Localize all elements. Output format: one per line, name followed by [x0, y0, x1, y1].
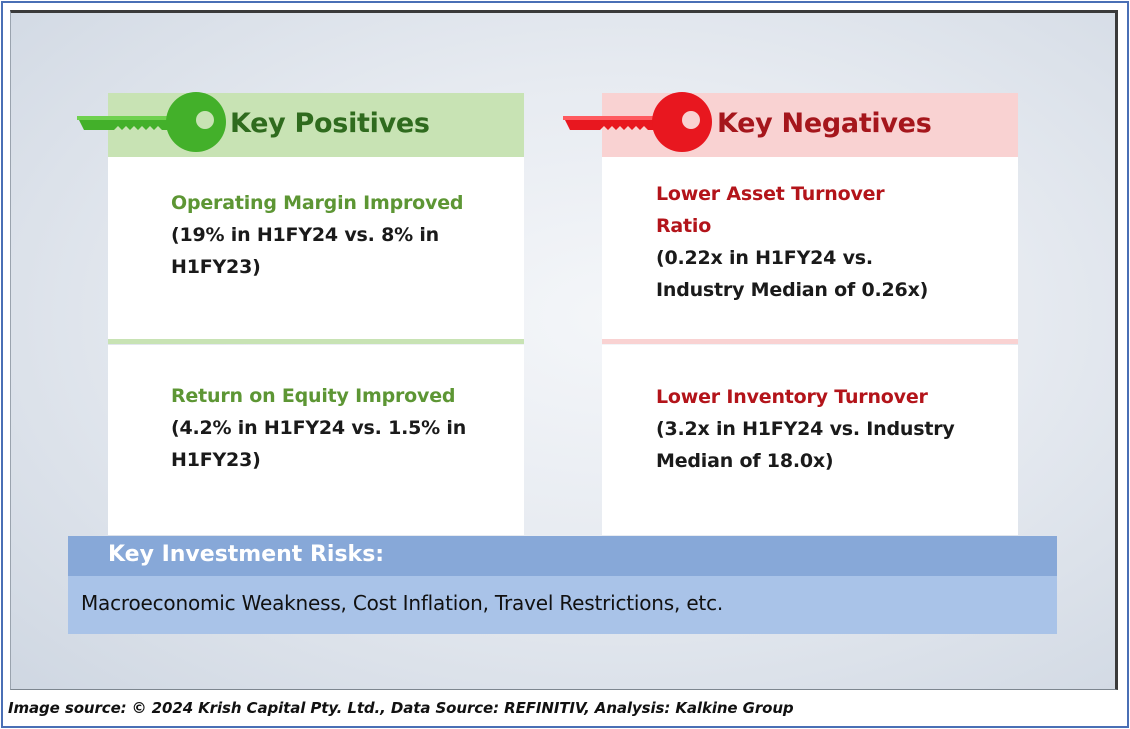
negative-item-1-detail-1: (0.22x in H1FY24 vs. — [656, 247, 873, 269]
positive-divider — [108, 339, 524, 344]
negative-item-2-detail-2: Median of 18.0x) — [656, 450, 834, 472]
positive-card-2 — [108, 345, 524, 535]
negative-divider — [602, 339, 1018, 344]
risks-header-bar — [68, 536, 1057, 576]
positives-title: Key Positives — [230, 108, 430, 139]
negative-item-1-detail-2: Industry Median of 0.26x) — [656, 279, 929, 301]
positive-card-1 — [108, 157, 524, 340]
negative-item-1-title-1: Lower Asset Turnover — [656, 183, 885, 205]
positive-item-1-detail-1: (19% in H1FY24 vs. 8% in — [171, 224, 439, 246]
positive-item-1-detail-2: H1FY23) — [171, 256, 261, 278]
negative-card-2 — [602, 345, 1018, 535]
negative-item-2-detail-1: (3.2x in H1FY24 vs. Industry — [656, 418, 955, 440]
negative-card-1 — [602, 157, 1018, 340]
negative-item-2: Lower Inventory Turnover (3.2x in H1FY24… — [656, 381, 955, 477]
negative-item-2-title: Lower Inventory Turnover — [656, 386, 928, 408]
risks-text: Macroeconomic Weakness, Cost Inflation, … — [81, 591, 724, 615]
green-key-icon — [77, 92, 226, 152]
negatives-title: Key Negatives — [717, 108, 932, 139]
red-key-icon — [563, 92, 712, 152]
positive-item-1: Operating Margin Improved (19% in H1FY24… — [171, 187, 463, 283]
positive-item-2-detail-2: H1FY23) — [171, 449, 261, 471]
risks-title: Key Investment Risks: — [108, 542, 385, 567]
negative-item-1-title-2: Ratio — [656, 215, 712, 237]
positive-item-2: Return on Equity Improved (4.2% in H1FY2… — [171, 380, 466, 476]
positive-item-2-title: Return on Equity Improved — [171, 385, 456, 407]
negative-item-1: Lower Asset Turnover Ratio (0.22x in H1F… — [656, 178, 928, 306]
image-source-caption: Image source: © 2024 Krish Capital Pty. … — [8, 699, 794, 717]
positive-item-2-detail-1: (4.2% in H1FY24 vs. 1.5% in — [171, 417, 467, 439]
risks-body — [68, 576, 1057, 634]
positive-item-1-title: Operating Margin Improved — [171, 192, 464, 214]
